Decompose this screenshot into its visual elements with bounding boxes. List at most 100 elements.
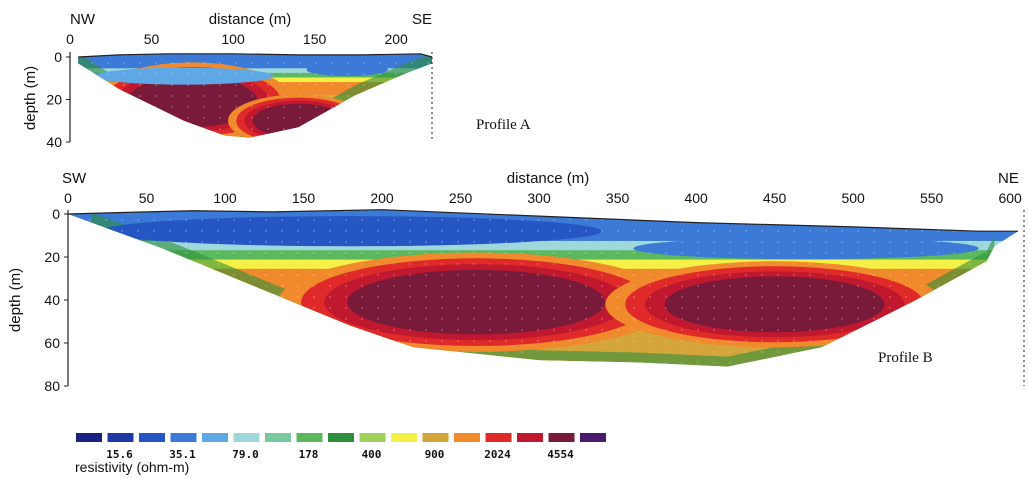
data-point-marker [377,340,379,342]
data-point-marker [985,252,987,254]
data-point-marker [171,139,172,140]
data-point-marker [185,296,187,298]
data-point-marker [153,219,155,221]
data-point-marker [233,230,235,232]
data-point-marker [281,241,283,243]
data-point-marker [761,285,763,287]
data-point-marker [139,62,141,64]
topography-line [78,53,433,58]
data-point-marker [585,219,587,221]
data-point-marker [1001,263,1003,265]
data-point-marker [137,362,139,364]
data-point-marker [937,285,939,287]
data-point-marker [331,139,332,140]
colorbar-swatch [328,433,354,442]
data-point-marker [473,296,475,298]
data-point-marker [617,296,619,298]
data-point-marker [107,95,109,97]
data-point-marker [265,340,267,342]
data-point-marker [169,285,171,287]
data-point-marker [169,340,171,342]
data-point-marker [681,285,683,287]
data-point-marker [297,318,299,320]
data-point-marker [633,230,635,232]
data-point-marker [155,106,157,108]
data-point-marker [73,252,75,254]
data-point-marker [729,230,731,232]
data-point-marker [203,117,205,119]
data-point-marker [873,285,875,287]
data-point-marker [777,274,779,276]
data-point-marker [89,252,91,254]
data-point-marker [617,252,619,254]
data-point-marker [489,241,491,243]
data-point-marker [793,340,795,342]
data-point-marker [793,285,795,287]
data-point-marker [201,384,202,385]
data-point-marker [681,219,683,221]
data-point-marker [281,263,283,265]
data-point-marker [411,95,413,97]
data-point-marker [169,373,170,374]
data-point-marker [713,252,715,254]
data-point-marker [203,128,205,130]
colorbar-swatch [296,433,323,442]
depth-band [68,240,1018,253]
data-point-marker [217,373,218,374]
data-point-marker [121,351,123,353]
data-point-marker [873,219,875,221]
data-point-marker [233,263,235,265]
data-point-marker [569,296,571,298]
data-point-marker [825,230,827,232]
data-point-marker [185,307,187,309]
data-point-marker [425,307,427,309]
data-point-marker [745,318,747,320]
data-point-marker [697,373,698,374]
data-point-marker [665,230,667,232]
data-point-marker [313,252,315,254]
data-point-marker [363,84,365,86]
data-point-marker [681,263,683,265]
data-point-marker [329,340,331,342]
data-point-marker [425,384,426,385]
data-point-marker [681,307,683,309]
data-point-marker [377,329,379,331]
data-point-marker [873,274,875,276]
data-point-marker [505,252,507,254]
y-tick-label: 0 [54,49,62,65]
data-point-marker [985,263,987,265]
data-point-marker [249,241,251,243]
data-point-marker [283,73,285,75]
profile-b-chart: SW NE distance (m) depth (m) Profile B 0… [7,170,1025,394]
data-point-marker [793,241,795,243]
data-point-marker [395,128,397,130]
data-point-marker [713,340,715,342]
data-point-marker [745,340,747,342]
data-point-marker [649,241,651,243]
data-point-marker [265,384,266,385]
data-point-marker [251,73,253,75]
data-point-marker [393,230,395,232]
data-point-marker [585,252,587,254]
data-point-marker [937,340,939,342]
data-point-marker [393,362,395,364]
data-point-marker [75,95,76,96]
data-point-marker [347,62,349,64]
data-point-marker [569,230,571,232]
data-point-marker [745,274,747,276]
profile-b-x-ticks: 0 50 100 150 200 250 300 350 400 450 500 550 600 [64,190,1022,206]
data-point-marker [217,340,219,342]
data-point-marker [313,263,315,265]
data-point-marker [761,329,763,331]
data-point-marker [1001,351,1003,353]
data-point-marker [697,296,699,298]
data-point-marker [137,384,138,385]
data-point-marker [713,241,715,243]
data-point-marker [313,384,314,385]
data-point-marker [313,274,315,276]
data-point-marker [809,340,811,342]
x-tick-label: 0 [64,190,72,206]
data-point-marker [139,95,141,97]
data-point-marker [617,362,619,364]
data-point-marker [329,296,331,298]
